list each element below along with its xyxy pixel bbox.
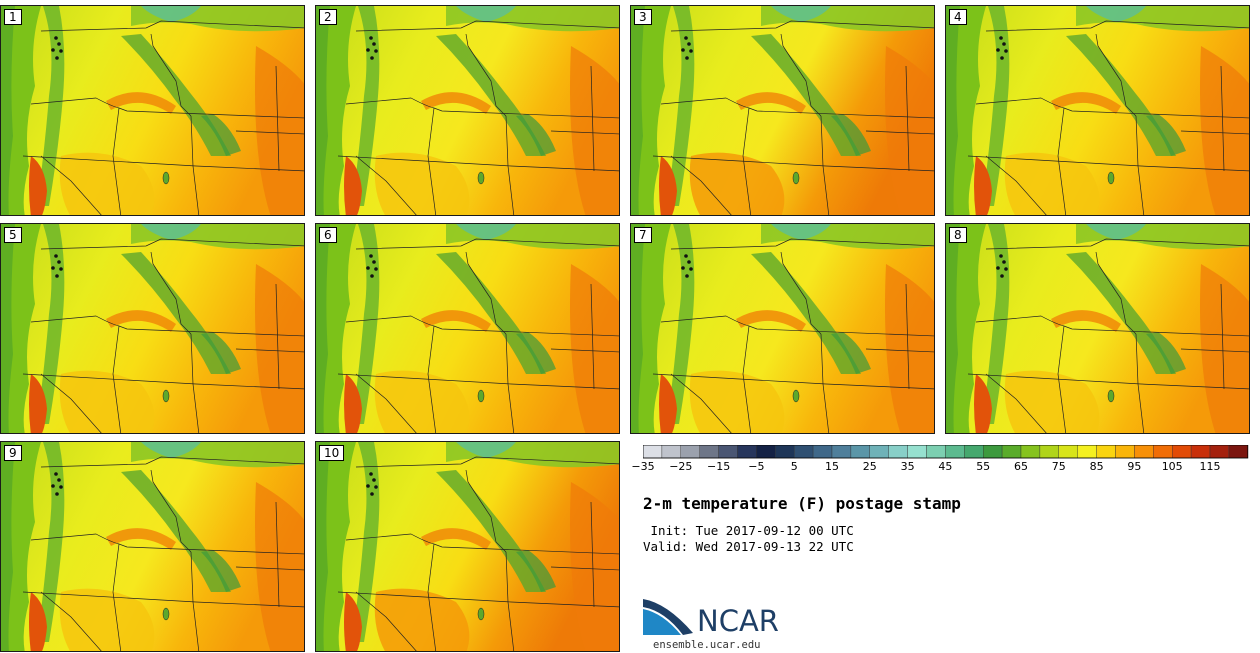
colorbar-bin-23: [1078, 445, 1097, 458]
temperature-field-map: [316, 442, 620, 652]
colorbar-bin-8: [794, 445, 813, 458]
colorbar-bin-31: [1229, 445, 1248, 458]
colorbar-bin-1: [662, 445, 681, 458]
colorbar-tick-label: 85: [1090, 460, 1104, 473]
map-panel-6: 6: [315, 223, 620, 434]
colorbar-bin-11: [851, 445, 870, 458]
member-number: 1: [4, 9, 22, 25]
colorbar-bin-6: [756, 445, 775, 458]
colorbar-bin-2: [681, 445, 700, 458]
colorbar-tick-label: 5: [791, 460, 798, 473]
map-panel-7: 7: [630, 223, 935, 434]
colorbar-bin-28: [1172, 445, 1191, 458]
member-number: 7: [634, 227, 652, 243]
colorbar-bin-13: [889, 445, 908, 458]
colorbar-tick-label: 75: [1052, 460, 1066, 473]
colorbar-bin-24: [1097, 445, 1116, 458]
colorbar-tick-label: 55: [976, 460, 990, 473]
colorbar-bin-14: [908, 445, 927, 458]
colorbar-bin-17: [964, 445, 983, 458]
temperature-field-map: [946, 224, 1250, 434]
colorbar-tick-label: 15: [825, 460, 839, 473]
colorbar-tick-label: 65: [1014, 460, 1028, 473]
colorbar-bin-29: [1191, 445, 1210, 458]
colorbar-bin-4: [719, 445, 738, 458]
colorbar-bin-16: [945, 445, 964, 458]
ncar-wordmark: NCAR: [697, 604, 779, 638]
colorbar-bin-25: [1116, 445, 1135, 458]
colorbar-tick-label: 115: [1200, 460, 1221, 473]
ncar-logo-icon: [643, 597, 695, 637]
init-time: Init: Tue 2017-09-12 00 UTC: [643, 523, 854, 538]
colorbar-bin-9: [813, 445, 832, 458]
colorbar-bin-10: [832, 445, 851, 458]
colorbar-bin-20: [1021, 445, 1040, 458]
map-panel-8: 8: [945, 223, 1250, 434]
map-panel-9: 9: [0, 441, 305, 652]
temperature-field-map: [316, 6, 620, 216]
map-panel-5: 5: [0, 223, 305, 434]
map-panel-4: 4: [945, 5, 1250, 216]
colorbar-bin-19: [1002, 445, 1021, 458]
colorbar-tick-label: −35: [631, 460, 654, 473]
member-number: 9: [4, 445, 22, 461]
colorbar-bin-21: [1040, 445, 1059, 458]
member-number: 2: [319, 9, 337, 25]
colorbar-tick-label: −25: [669, 460, 692, 473]
temperature-field-map: [1, 224, 305, 434]
colorbar-tick-label: 25: [863, 460, 877, 473]
colorbar-bin-3: [700, 445, 719, 458]
map-panel-10: 10: [315, 441, 620, 652]
colorbar-bin-0: [643, 445, 662, 458]
colorbar-bin-27: [1153, 445, 1172, 458]
temperature-field-map: [1, 6, 305, 216]
colorbar-bin-30: [1210, 445, 1229, 458]
colorbar-tick-label: 105: [1162, 460, 1183, 473]
chart-title: 2-m temperature (F) postage stamp: [643, 494, 961, 513]
member-number: 3: [634, 9, 652, 25]
colorbar-bin-22: [1059, 445, 1078, 458]
temperature-field-map: [631, 224, 935, 434]
member-number: 10: [319, 445, 344, 461]
map-panel-1: 1: [0, 5, 305, 216]
valid-time: Valid: Wed 2017-09-13 22 UTC: [643, 539, 854, 554]
temperature-field-map: [1, 442, 305, 652]
map-panel-2: 2: [315, 5, 620, 216]
site-url[interactable]: ensemble.ucar.edu: [653, 639, 760, 651]
colorbar-bin-15: [927, 445, 946, 458]
temperature-field-map: [316, 224, 620, 434]
member-number: 6: [319, 227, 337, 243]
colorbar-tick-label: 45: [938, 460, 952, 473]
member-number: 4: [949, 9, 967, 25]
colorbar-tick-label: 95: [1127, 460, 1141, 473]
map-panel-3: 3: [630, 5, 935, 216]
colorbar-bin-18: [983, 445, 1002, 458]
member-number: 5: [4, 227, 22, 243]
temperature-field-map: [946, 6, 1250, 216]
temperature-field-map: [631, 6, 935, 216]
colorbar-tick-label: −15: [707, 460, 730, 473]
colorbar-bin-26: [1134, 445, 1153, 458]
colorbar-bin-7: [775, 445, 794, 458]
colorbar-tick-label: 35: [901, 460, 915, 473]
colorbar-tick-label: −5: [748, 460, 764, 473]
colorbar-bin-5: [738, 445, 757, 458]
member-number: 8: [949, 227, 967, 243]
colorbar-bin-12: [870, 445, 889, 458]
